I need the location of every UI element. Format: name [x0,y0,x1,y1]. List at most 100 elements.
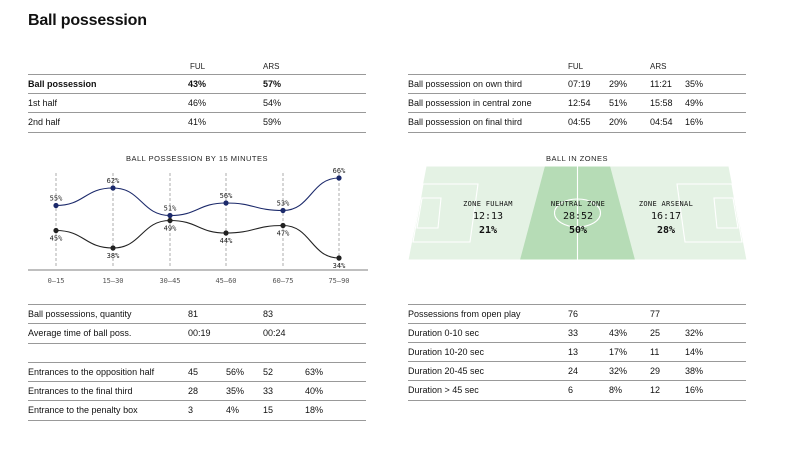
data-label: 51% [164,205,177,213]
home-value: 76 [568,309,579,319]
data-point [223,200,229,206]
x-tick-label: 0–15 [48,277,65,285]
table-row: Entrances to the final third 28 35% 33 4… [28,381,366,401]
row-label: Duration 0-10 sec [408,328,480,338]
row-label: Ball possession on own third [408,79,523,89]
away-pct: 16% [685,117,704,127]
away-value: 57% [263,79,282,89]
home-time: 07:19 [568,79,591,89]
home-team-header: FUL [190,62,206,71]
away-team-header: ARS [650,62,667,71]
home-time: 12:54 [568,98,591,108]
zone-name: NEUTRAL ZONE [550,200,606,208]
data-point [336,255,342,261]
zone-fulham: ZONE FULHAM 12:13 21% [448,200,528,236]
x-tick-label: 15–30 [102,277,123,285]
data-point [280,207,286,214]
away-pct: 32% [685,328,704,338]
home-value: 43% [188,79,207,89]
row-label: Duration 20-45 sec [408,366,485,376]
row-label: Entrance to the penalty box [28,405,138,415]
table-row: 1st half 46% 54% [28,93,366,113]
home-pct: 17% [609,347,628,357]
row-label: Possessions from open play [408,309,521,319]
x-tick-label: 45–60 [215,277,236,285]
home-value: 3 [188,405,194,415]
home-pct: 29% [609,79,628,89]
row-label: Entrances to the final third [28,386,133,396]
home-value: 24 [568,366,579,376]
away-value: 00:24 [263,328,286,338]
x-tick-label: 75–90 [328,277,349,285]
pitch: ZONE FULHAM 12:13 21% NEUTRAL ZONE 28:52… [408,166,747,260]
zone-arsenal: ZONE ARSENAL 16:17 28% [626,200,706,236]
x-tick-label: 60–75 [272,277,293,285]
away-pct: 35% [685,79,704,89]
row-label: Ball possessions, quantity [28,309,132,319]
pitch-markings [408,166,747,260]
zone-name: ZONE ARSENAL [638,200,694,208]
data-label: 34% [333,262,346,270]
away-value: 25 [650,328,661,338]
data-label: 49% [164,225,177,233]
zone-pct: 50% [568,225,588,236]
table-row: Possessions from open play 76 77 [408,304,746,324]
home-value: 28 [188,386,199,396]
data-point [336,175,342,181]
chart-title: BALL POSSESSION BY 15 MINUTES [125,154,269,163]
table-row: Duration 20-45 sec 24 32% 29 38% [408,361,746,381]
table-row: Entrance to the penalty box 3 4% 15 18% [28,400,366,421]
home-pct: 8% [609,385,623,395]
data-label: 45% [50,235,63,243]
row-label: 1st half [28,98,58,108]
away-value: 15 [263,405,274,415]
row-label: Duration 10-20 sec [408,347,485,357]
data-label: 47% [277,230,290,238]
home-value: 46% [188,98,207,108]
away-pct: 16% [685,385,704,395]
zone-pct: 28% [656,225,676,236]
away-pct: 14% [685,347,704,357]
away-value: 12 [650,385,661,395]
zone-time: 28:52 [562,211,594,222]
away-value: 83 [263,309,274,319]
home-pct: 56% [226,367,245,377]
zones-title: BALL IN ZONES [545,154,609,163]
data-point [223,230,229,236]
data-label: 44% [220,237,233,245]
home-pct: 51% [609,98,628,108]
away-team-header: ARS [263,62,280,71]
away-pct: 40% [305,386,324,396]
away-value: 59% [263,117,282,127]
home-value: 41% [188,117,207,127]
data-label: 53% [277,200,290,208]
table-row: Duration 0-10 sec 33 43% 25 32% [408,323,746,343]
home-pct: 35% [226,386,245,396]
table-row: Duration > 45 sec 6 8% 12 16% [408,380,746,401]
data-label: 38% [107,252,120,260]
data-point [167,212,173,219]
table-row: Ball possessions, quantity 81 83 [28,304,366,324]
row-label: Ball possession in central zone [408,98,532,108]
row-label: Ball possession [28,79,97,89]
home-value: 13 [568,347,579,357]
row-label: 2nd half [28,117,61,127]
away-value: 33 [263,386,274,396]
series-line [55,219,340,259]
away-value: 29 [650,366,661,376]
home-pct: 32% [609,366,628,376]
home-time: 04:55 [568,117,591,127]
data-label: 56% [220,192,233,200]
zone-time: 12:13 [472,211,504,222]
table-row: 2nd half 41% 59% [28,112,366,133]
home-value: 00:19 [188,328,211,338]
row-label: Duration > 45 sec [408,385,479,395]
data-label: 66% [333,167,346,175]
data-point [110,185,116,191]
row-label: Entrances to the opposition half [28,367,155,377]
data-label: 55% [50,195,63,203]
away-pct: 18% [305,405,324,415]
table-row: Duration 10-20 sec 13 17% 11 14% [408,342,746,362]
table-row: Ball possession in central zone 12:54 51… [408,93,746,113]
table-row: Average time of ball poss. 00:19 00:24 [28,323,366,344]
